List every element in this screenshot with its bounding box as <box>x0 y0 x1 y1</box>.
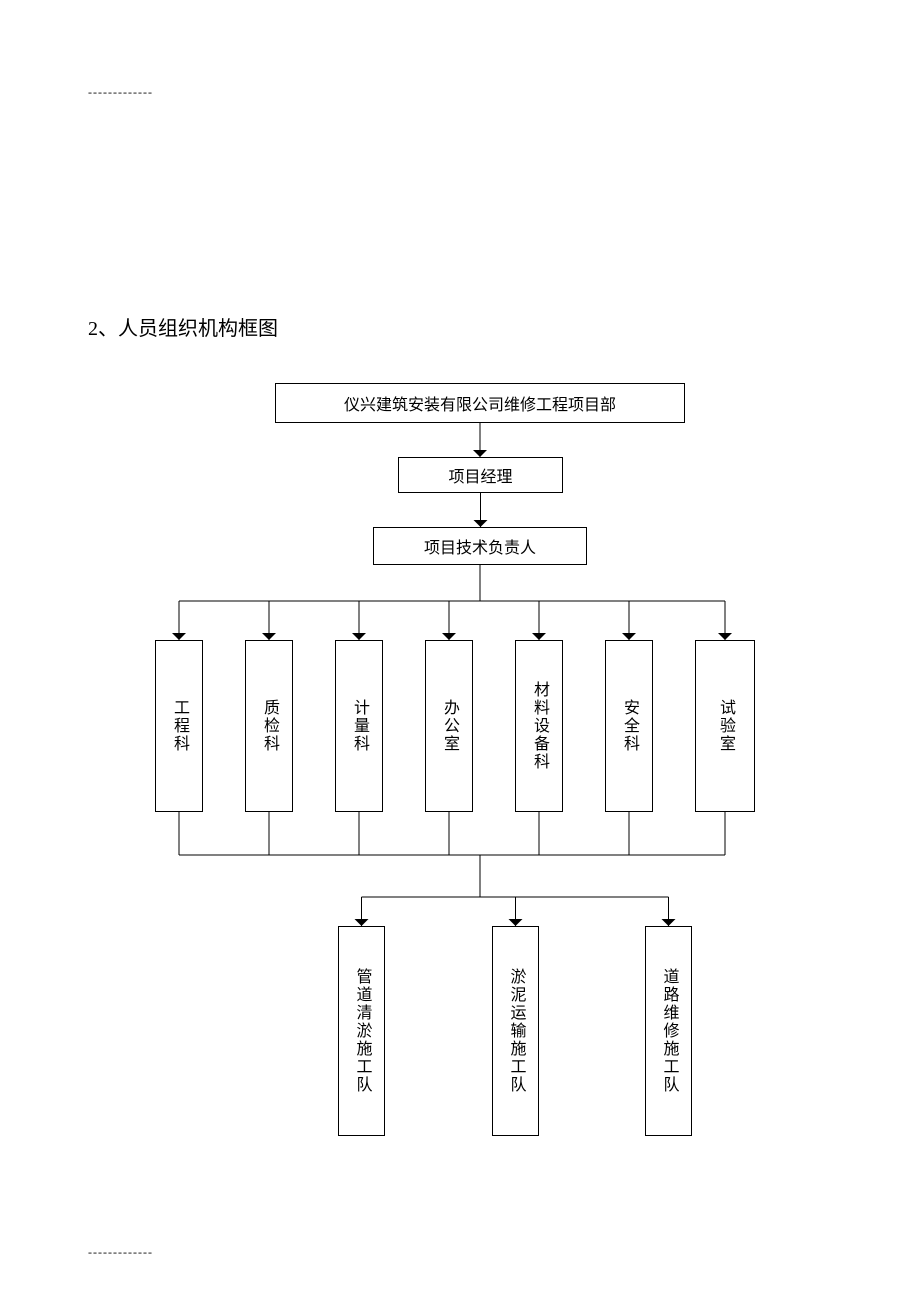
node-team3: 道路维修施工队 <box>645 926 692 1136</box>
node-pm: 项目经理 <box>398 457 563 493</box>
node-pm-label: 项目经理 <box>448 463 512 487</box>
section-heading: 2、人员组织机构框图 <box>88 312 278 341</box>
node-team2: 淤泥运输施工队 <box>492 926 539 1136</box>
node-qc: 质检科 <box>245 640 293 812</box>
node-team1: 管道清淤施工队 <box>338 926 385 1136</box>
node-tech-label: 项目技术负责人 <box>424 534 536 558</box>
node-safety-label: 安全科 <box>617 699 641 753</box>
node-tech: 项目技术负责人 <box>373 527 587 565</box>
node-eng-label: 工程科 <box>167 699 191 753</box>
node-team1-label: 管道清淤施工队 <box>350 968 374 1094</box>
node-team2-label: 淤泥运输施工队 <box>504 968 528 1094</box>
node-office-label: 办公室 <box>437 699 461 753</box>
node-company-label: 仪兴建筑安装有限公司维修工程项目部 <box>344 391 616 415</box>
top-dashes: ------------- <box>88 85 153 100</box>
node-eng: 工程科 <box>155 640 203 812</box>
node-material: 材料设备科 <box>515 640 563 812</box>
node-material-label: 材料设备科 <box>527 681 551 771</box>
node-meter: 计量科 <box>335 640 383 812</box>
node-safety: 安全科 <box>605 640 653 812</box>
node-qc-label: 质检科 <box>257 699 281 753</box>
node-lab: 试验室 <box>695 640 755 812</box>
node-team3-label: 道路维修施工队 <box>657 968 681 1094</box>
bottom-dashes: ------------- <box>88 1245 153 1260</box>
node-meter-label: 计量科 <box>347 699 371 753</box>
node-company: 仪兴建筑安装有限公司维修工程项目部 <box>275 383 685 423</box>
node-office: 办公室 <box>425 640 473 812</box>
node-lab-label: 试验室 <box>713 699 737 753</box>
